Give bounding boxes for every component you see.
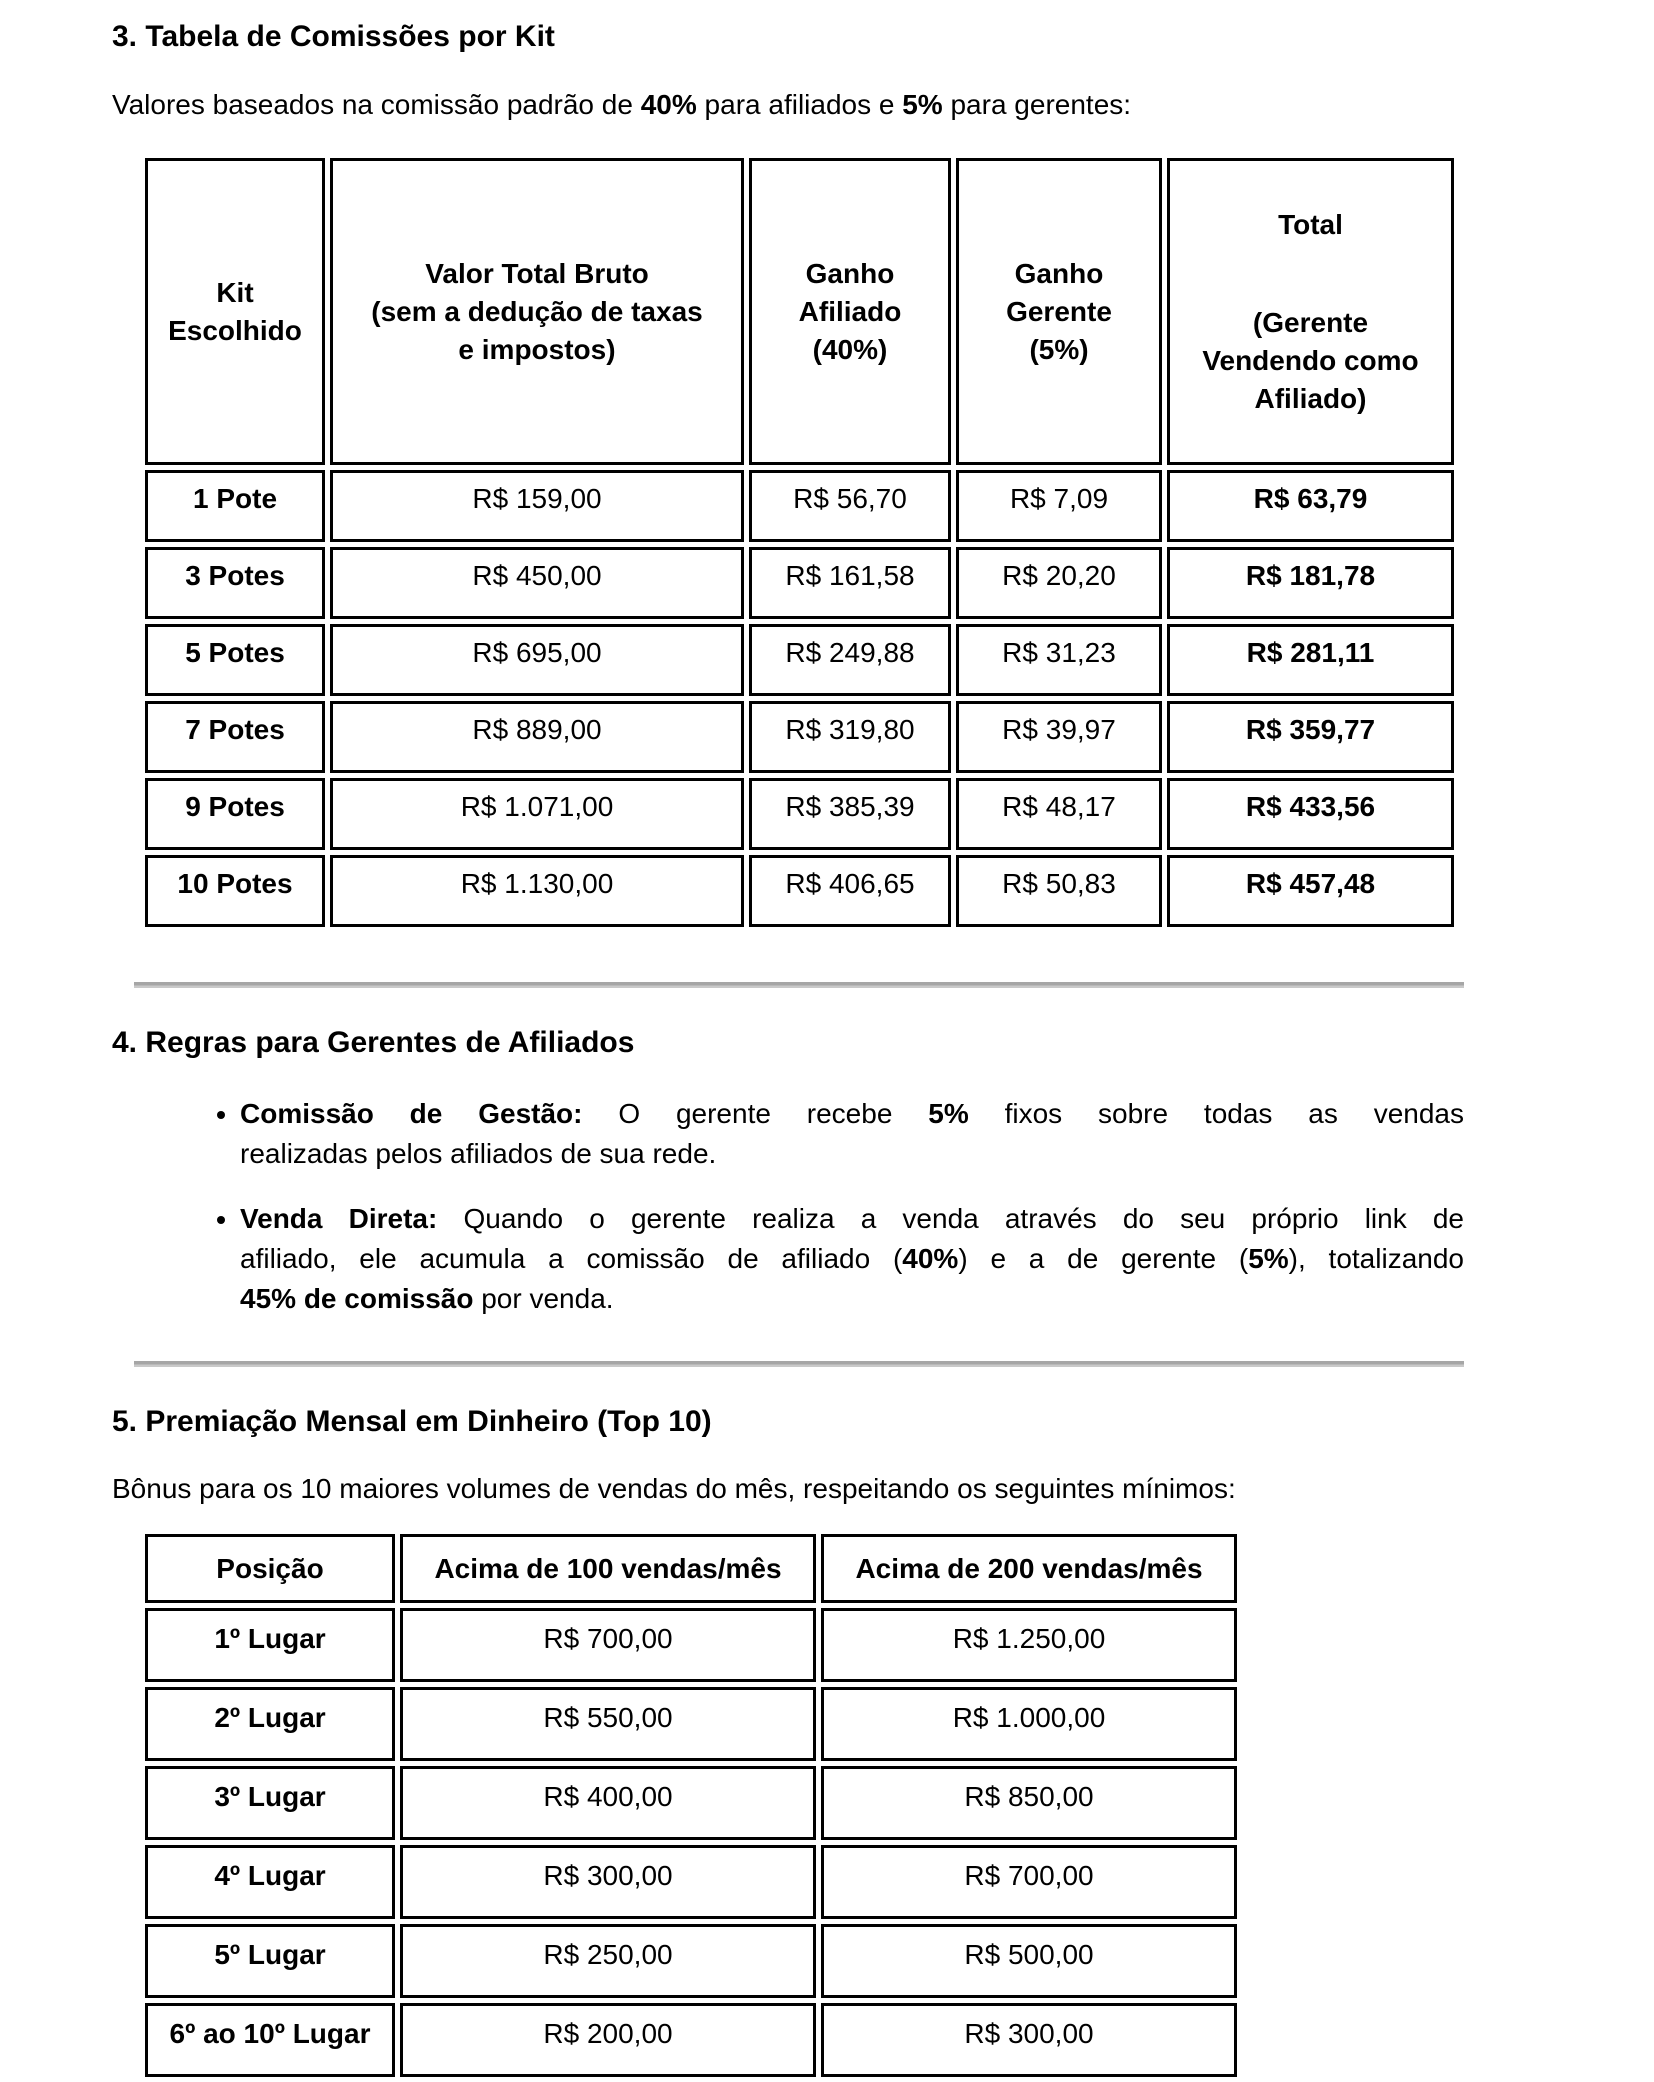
awards-table: Posição Acima de 100 vendas/mês Acima de…: [140, 1529, 1242, 2082]
table-row: 5º Lugar R$ 250,00 R$ 500,00: [145, 1924, 1237, 1999]
cell-kit: 7 Potes: [145, 700, 325, 773]
cell-kit: 10 Potes: [145, 854, 325, 927]
cell-affiliate: R$ 319,80: [749, 700, 951, 773]
section-3-intro: Valores baseados na comissão padrão de 4…: [112, 88, 1132, 120]
cell-over-200: R$ 850,00: [821, 1766, 1237, 1841]
table-row: 5 Potes R$ 695,00 R$ 249,88 R$ 31,23 R$ …: [145, 623, 1454, 696]
cell-over-100: R$ 200,00: [400, 2003, 816, 2078]
cell-over-100: R$ 250,00: [400, 1924, 816, 1999]
section-3-heading: 3. Tabela de Comissões por Kit: [112, 20, 555, 53]
table-row: 1 Pote R$ 159,00 R$ 56,70 R$ 7,09 R$ 63,…: [145, 469, 1454, 542]
cell-manager: R$ 7,09: [956, 469, 1162, 542]
col-header-kit: Kit Escolhido: [145, 157, 325, 465]
cell-kit: 5 Potes: [145, 623, 325, 696]
col-header-gross-value: Valor Total Bruto (sem a dedução de taxa…: [330, 157, 744, 465]
section-4-heading: 4. Regras para Gerentes de Afiliados: [112, 1025, 635, 1059]
cell-gross: R$ 1.071,00: [330, 777, 744, 850]
section-divider: [134, 1360, 1464, 1367]
commission-table: Kit Escolhido Valor Total Bruto (sem a d…: [140, 153, 1459, 932]
col-header-manager-earnings: Ganho Gerente (5%): [956, 157, 1162, 465]
cell-total: R$ 63,79: [1167, 469, 1454, 542]
col-header-over-200-sales: Acima de 200 vendas/mês: [821, 1534, 1237, 1604]
cell-affiliate: R$ 249,88: [749, 623, 951, 696]
cell-gross: R$ 450,00: [330, 546, 744, 619]
cell-kit: 3 Potes: [145, 546, 325, 619]
cell-manager: R$ 31,23: [956, 623, 1162, 696]
cell-gross: R$ 159,00: [330, 469, 744, 542]
col-header-over-100-sales: Acima de 100 vendas/mês: [400, 1534, 816, 1604]
cell-affiliate: R$ 385,39: [749, 777, 951, 850]
table-row: 3º Lugar R$ 400,00 R$ 850,00: [145, 1766, 1237, 1841]
cell-total: R$ 181,78: [1167, 546, 1454, 619]
cell-total: R$ 281,11: [1167, 623, 1454, 696]
list-item-direct-sale: Venda Direta: Quando o gerente realiza a…: [240, 1199, 1464, 1319]
cell-affiliate: R$ 161,58: [749, 546, 951, 619]
table-row: 9 Potes R$ 1.071,00 R$ 385,39 R$ 48,17 R…: [145, 777, 1454, 850]
cell-over-200: R$ 1.000,00: [821, 1687, 1237, 1762]
col-header-total-subtitle: (Gerente Vendendo como Afiliado): [1202, 306, 1419, 414]
list-item-management-commission: Comissão de Gestão: O gerente recebe 5% …: [240, 1094, 1464, 1174]
col-header-affiliate-earnings: Ganho Afiliado (40%): [749, 157, 951, 465]
col-header-total: Total (Gerente Vendendo como Afiliado): [1167, 157, 1454, 465]
table-row: 10 Potes R$ 1.130,00 R$ 406,65 R$ 50,83 …: [145, 854, 1454, 927]
table-row: 7 Potes R$ 889,00 R$ 319,80 R$ 39,97 R$ …: [145, 700, 1454, 773]
cell-manager: R$ 50,83: [956, 854, 1162, 927]
cell-affiliate: R$ 406,65: [749, 854, 951, 927]
table-row: 2º Lugar R$ 550,00 R$ 1.000,00: [145, 1687, 1237, 1762]
cell-over-200: R$ 700,00: [821, 1845, 1237, 1920]
section-5-intro: Bônus para os 10 maiores volumes de vend…: [112, 1473, 1236, 1505]
cell-manager: R$ 20,20: [956, 546, 1162, 619]
cell-gross: R$ 889,00: [330, 700, 744, 773]
cell-position: 3º Lugar: [145, 1766, 395, 1841]
cell-gross: R$ 695,00: [330, 623, 744, 696]
col-header-total-title: Total: [1278, 208, 1343, 240]
cell-position: 5º Lugar: [145, 1924, 395, 1999]
cell-kit: 9 Potes: [145, 777, 325, 850]
cell-over-100: R$ 400,00: [400, 1766, 816, 1841]
col-header-position: Posição: [145, 1534, 395, 1604]
cell-total: R$ 433,56: [1167, 777, 1454, 850]
cell-kit: 1 Pote: [145, 469, 325, 542]
cell-position: 2º Lugar: [145, 1687, 395, 1762]
cell-over-200: R$ 500,00: [821, 1924, 1237, 1999]
table-row: 6º ao 10º Lugar R$ 200,00 R$ 300,00: [145, 2003, 1237, 2078]
cell-total: R$ 457,48: [1167, 854, 1454, 927]
cell-over-100: R$ 300,00: [400, 1845, 816, 1920]
cell-affiliate: R$ 56,70: [749, 469, 951, 542]
awards-table-header-row: Posição Acima de 100 vendas/mês Acima de…: [145, 1534, 1237, 1604]
cell-over-100: R$ 550,00: [400, 1687, 816, 1762]
cell-gross: R$ 1.130,00: [330, 854, 744, 927]
section-divider: [134, 981, 1464, 988]
table-row: 1º Lugar R$ 700,00 R$ 1.250,00: [145, 1608, 1237, 1683]
cell-over-200: R$ 1.250,00: [821, 1608, 1237, 1683]
cell-position: 4º Lugar: [145, 1845, 395, 1920]
commission-table-header-row: Kit Escolhido Valor Total Bruto (sem a d…: [145, 157, 1454, 465]
cell-over-100: R$ 700,00: [400, 1608, 816, 1683]
table-row: 3 Potes R$ 450,00 R$ 161,58 R$ 20,20 R$ …: [145, 546, 1454, 619]
cell-over-200: R$ 300,00: [821, 2003, 1237, 2078]
table-row: 4º Lugar R$ 300,00 R$ 700,00: [145, 1845, 1237, 1920]
cell-total: R$ 359,77: [1167, 700, 1454, 773]
section-5-heading: 5. Premiação Mensal em Dinheiro (Top 10): [112, 1404, 712, 1438]
cell-position: 1º Lugar: [145, 1608, 395, 1683]
rules-list: Comissão de Gestão: O gerente recebe 5% …: [112, 1094, 1464, 1319]
cell-position: 6º ao 10º Lugar: [145, 2003, 395, 2078]
cell-manager: R$ 48,17: [956, 777, 1162, 850]
cell-manager: R$ 39,97: [956, 700, 1162, 773]
